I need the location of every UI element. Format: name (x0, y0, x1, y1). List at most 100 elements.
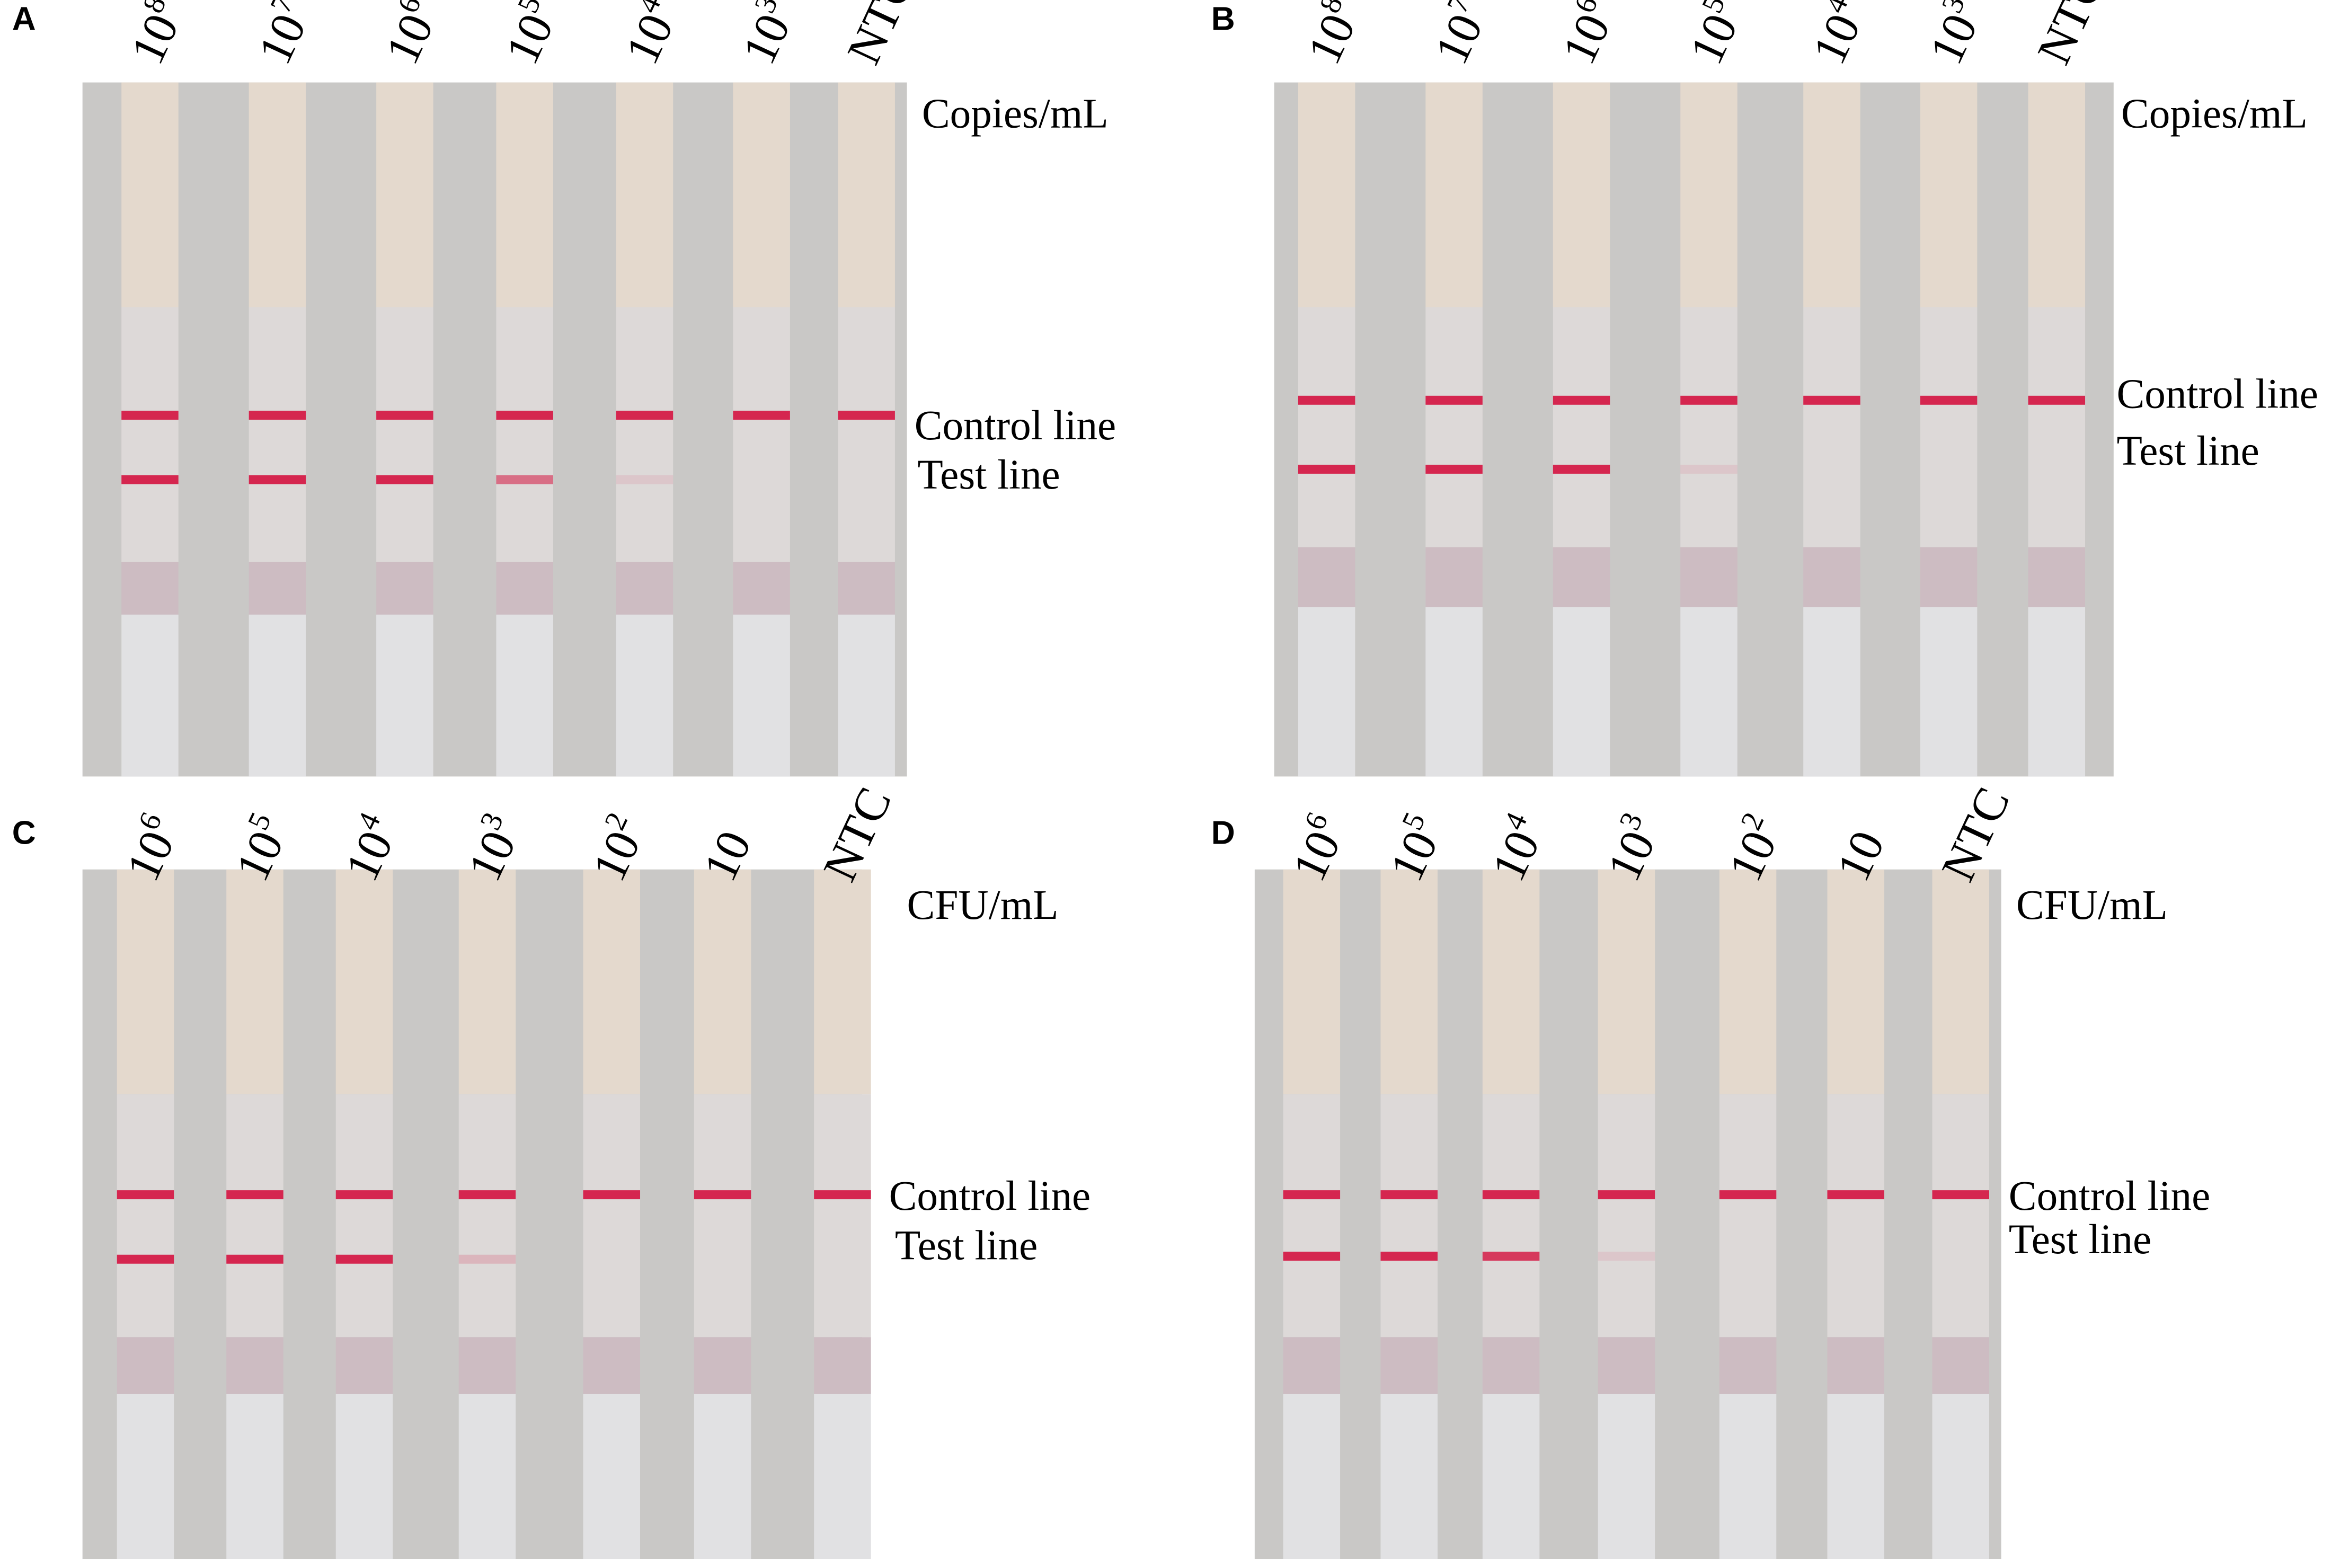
concentration-label: 103 (1915, 0, 1994, 72)
concentration-label: 108 (1293, 0, 1372, 72)
strip-sample-pad (1380, 869, 1438, 1095)
strip-base (1920, 607, 1978, 777)
label-base: 10 (615, 6, 684, 72)
strip-absorbent-pad (376, 562, 433, 615)
strip-absorbent-pad (1680, 547, 1738, 607)
strip-window (1283, 1094, 1341, 1337)
strip-absorbent-pad (1425, 547, 1483, 607)
strip-absorbent-pad (583, 1337, 641, 1394)
strip-sample-pad (226, 869, 283, 1095)
strip-sample-pad (117, 869, 174, 1095)
strip-absorbent-pad (1932, 1337, 1989, 1394)
test-line (1482, 1252, 1540, 1261)
strip-base (1598, 1394, 1655, 1560)
test-line (458, 1254, 516, 1264)
strip-sample-pad (1932, 869, 1989, 1095)
concentration-label: 104 (1798, 0, 1877, 72)
test-line (376, 475, 433, 484)
strip-base (496, 614, 553, 777)
unit-label: Copies/mL (922, 90, 1109, 137)
test-line-label: Test line (917, 451, 1060, 498)
label-base: 10 (1802, 6, 1871, 72)
strip-base (1283, 1394, 1341, 1560)
label-base: 10 (1424, 6, 1493, 72)
control-line (249, 411, 306, 420)
control-line (814, 1190, 871, 1200)
test-line (1283, 1252, 1341, 1261)
label-base: 10 (247, 6, 316, 72)
strip-sample-pad (838, 82, 895, 307)
strip-window (121, 307, 179, 562)
strip-sample-pad (335, 869, 393, 1095)
label-base: 10 (732, 6, 801, 72)
panel-letter: A (12, 1, 36, 38)
control-line (1425, 395, 1483, 405)
strip-sample-pad (1920, 82, 1978, 307)
strip-sample-pad (1803, 82, 1860, 307)
strip-sample-pad (458, 869, 516, 1095)
strip-sample-pad (1827, 869, 1884, 1095)
strip-window (2028, 307, 2086, 547)
strip-absorbent-pad (733, 562, 790, 615)
test-line (335, 1254, 393, 1264)
strip-base (838, 614, 895, 777)
strip-base (376, 614, 433, 777)
strip-window (733, 307, 790, 562)
strip-absorbent-pad (616, 562, 673, 615)
strip-absorbent-pad (1598, 1337, 1655, 1394)
strip-base (117, 1394, 174, 1560)
strip-base (458, 1394, 516, 1560)
test-line (249, 475, 306, 484)
control-line (496, 411, 553, 420)
strip-sample-pad (1553, 82, 1610, 307)
strip-sample-pad (249, 82, 306, 307)
strip-base (121, 614, 179, 777)
control-line (117, 1190, 174, 1200)
strip-base (2028, 607, 2086, 777)
strip-window (1553, 307, 1610, 547)
test-line (1553, 464, 1610, 474)
strip-absorbent-pad (814, 1337, 871, 1394)
test-line (616, 475, 673, 484)
strip-absorbent-pad (1298, 547, 1355, 607)
concentration-label: 106 (371, 0, 450, 72)
strip-absorbent-pad (1719, 1337, 1777, 1394)
control-line (733, 411, 790, 420)
test-line (121, 475, 179, 484)
label-base: 10 (1552, 6, 1620, 72)
strip-sample-pad (733, 82, 790, 307)
strip-absorbent-pad (694, 1337, 751, 1394)
control-line (616, 411, 673, 420)
strip-absorbent-pad (1920, 547, 1978, 607)
strip-sample-pad (1482, 869, 1540, 1095)
strip-sample-pad (1680, 82, 1738, 307)
strip-absorbent-pad (249, 562, 306, 615)
strip-sample-pad (1283, 869, 1341, 1095)
test-line-label: Test line (2116, 428, 2259, 474)
strip-sample-pad (814, 869, 871, 1095)
strip-absorbent-pad (496, 562, 553, 615)
strip-window (1482, 1094, 1540, 1337)
label-base: 10 (120, 6, 189, 72)
strip-absorbent-pad (226, 1337, 283, 1394)
test-line-label: Test line (2009, 1216, 2151, 1263)
strip-sample-pad (121, 82, 179, 307)
strip-base (1932, 1394, 1989, 1560)
strip-window (1803, 307, 1860, 547)
test-line (1380, 1252, 1438, 1261)
concentration-label: 105 (1676, 0, 1754, 72)
label-base: 10 (495, 6, 564, 72)
label-base: 10 (375, 6, 444, 72)
strip-absorbent-pad (2028, 547, 2086, 607)
control-line (1283, 1190, 1341, 1200)
concentration-label: NTC (837, 0, 926, 72)
concentration-label: 107 (1421, 0, 1500, 72)
strip-sample-pad (1425, 82, 1483, 307)
strip-sample-pad (496, 82, 553, 307)
strip-window (583, 1094, 641, 1337)
control-line (1298, 395, 1355, 405)
